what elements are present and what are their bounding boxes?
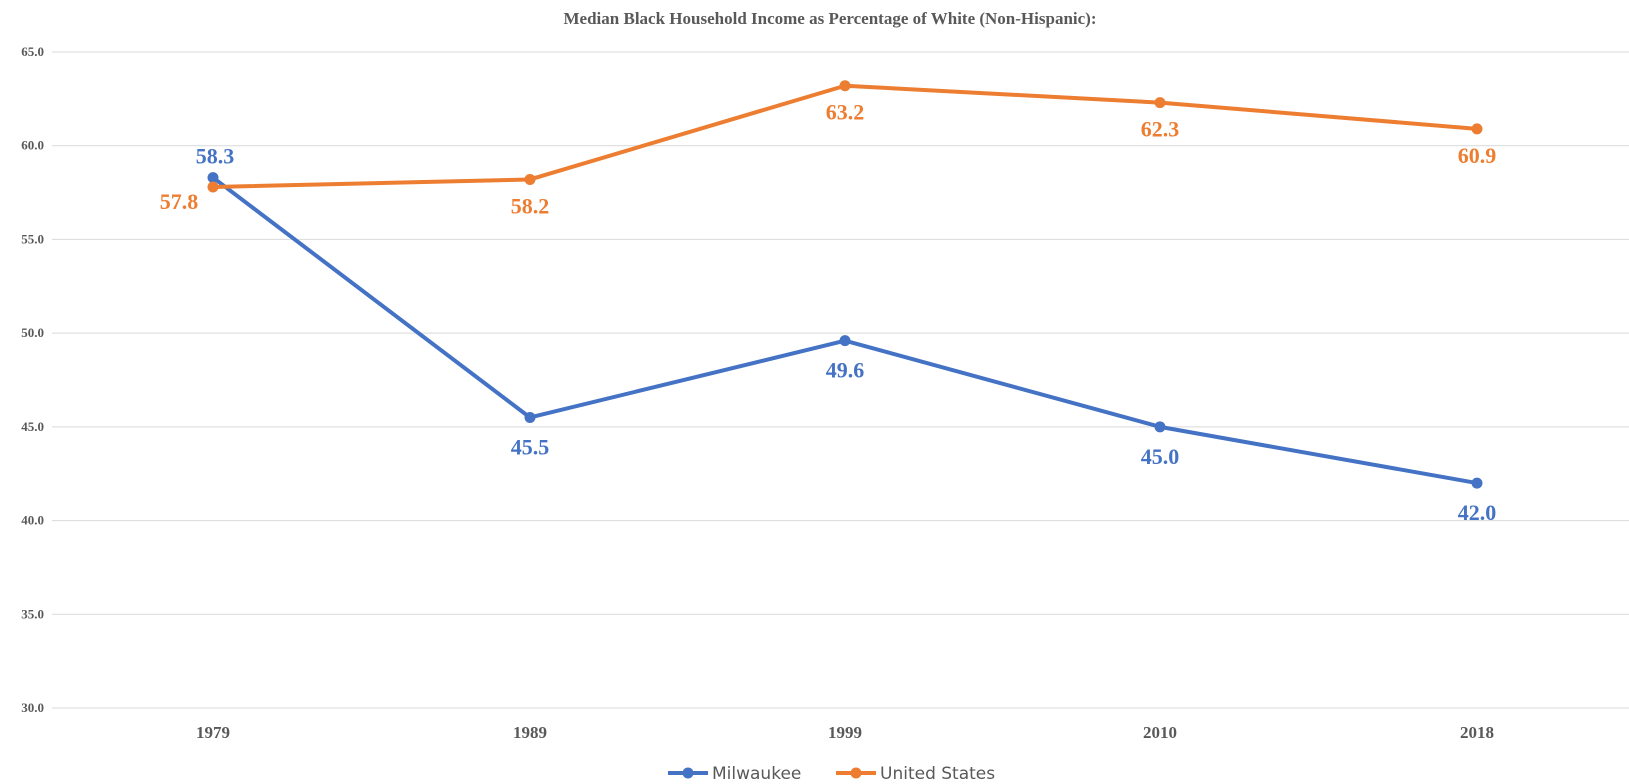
x-tick-label: 1999 bbox=[828, 723, 862, 742]
data-label: 58.2 bbox=[511, 193, 550, 218]
y-tick-label: 40.0 bbox=[21, 513, 44, 528]
data-point bbox=[1471, 123, 1483, 135]
y-tick-label: 45.0 bbox=[21, 419, 44, 434]
x-axis-tick-labels: 1979 1989 1999 2010 2018 bbox=[196, 723, 1494, 742]
data-label: 63.2 bbox=[826, 100, 865, 125]
x-tick-label: 2018 bbox=[1460, 723, 1494, 742]
data-point bbox=[207, 181, 219, 193]
legend: Milwaukee United States bbox=[668, 764, 995, 784]
x-tick-label: 1989 bbox=[513, 723, 547, 742]
y-tick-label: 65.0 bbox=[21, 44, 44, 59]
legend-label: Milwaukee bbox=[712, 764, 801, 784]
y-axis-tick-labels: 30.0 35.0 40.0 45.0 50.0 55.0 60.0 65.0 bbox=[21, 44, 44, 715]
data-point bbox=[839, 335, 851, 347]
gridlines bbox=[52, 51, 1629, 709]
data-label: 45.0 bbox=[1141, 444, 1180, 469]
data-point bbox=[839, 80, 851, 92]
data-point bbox=[1471, 477, 1483, 489]
legend-swatch-marker bbox=[850, 767, 862, 779]
series-line-0 bbox=[211, 175, 1479, 486]
y-tick-label: 55.0 bbox=[21, 231, 44, 246]
legend-label: United States bbox=[880, 764, 995, 784]
data-point bbox=[524, 411, 536, 423]
x-tick-label: 1979 bbox=[196, 723, 230, 742]
data-label: 60.9 bbox=[1458, 143, 1497, 168]
data-label: 57.8 bbox=[160, 189, 199, 214]
x-tick-label: 2010 bbox=[1143, 723, 1177, 742]
y-tick-label: 50.0 bbox=[21, 325, 44, 340]
legend-swatch-marker bbox=[682, 767, 694, 779]
series-lines bbox=[207, 80, 1483, 489]
y-tick-label: 60.0 bbox=[21, 138, 44, 153]
data-point bbox=[1154, 97, 1166, 109]
data-point bbox=[207, 172, 219, 184]
data-label: 45.5 bbox=[511, 434, 550, 459]
data-label: 42.0 bbox=[1458, 500, 1497, 525]
data-point bbox=[524, 173, 536, 185]
data-labels: 58.3 45.5 49.6 45.0 42.0 57.8 58.2 63.2 62.3 60.9 bbox=[160, 100, 1497, 525]
data-label: 62.3 bbox=[1141, 117, 1180, 142]
chart-title: Median Black Household Income as Percent… bbox=[564, 9, 1097, 28]
data-point bbox=[1154, 421, 1166, 433]
data-label: 49.6 bbox=[826, 358, 865, 383]
data-label: 58.3 bbox=[196, 144, 235, 169]
y-tick-label: 30.0 bbox=[21, 700, 44, 715]
y-tick-label: 35.0 bbox=[21, 606, 44, 621]
